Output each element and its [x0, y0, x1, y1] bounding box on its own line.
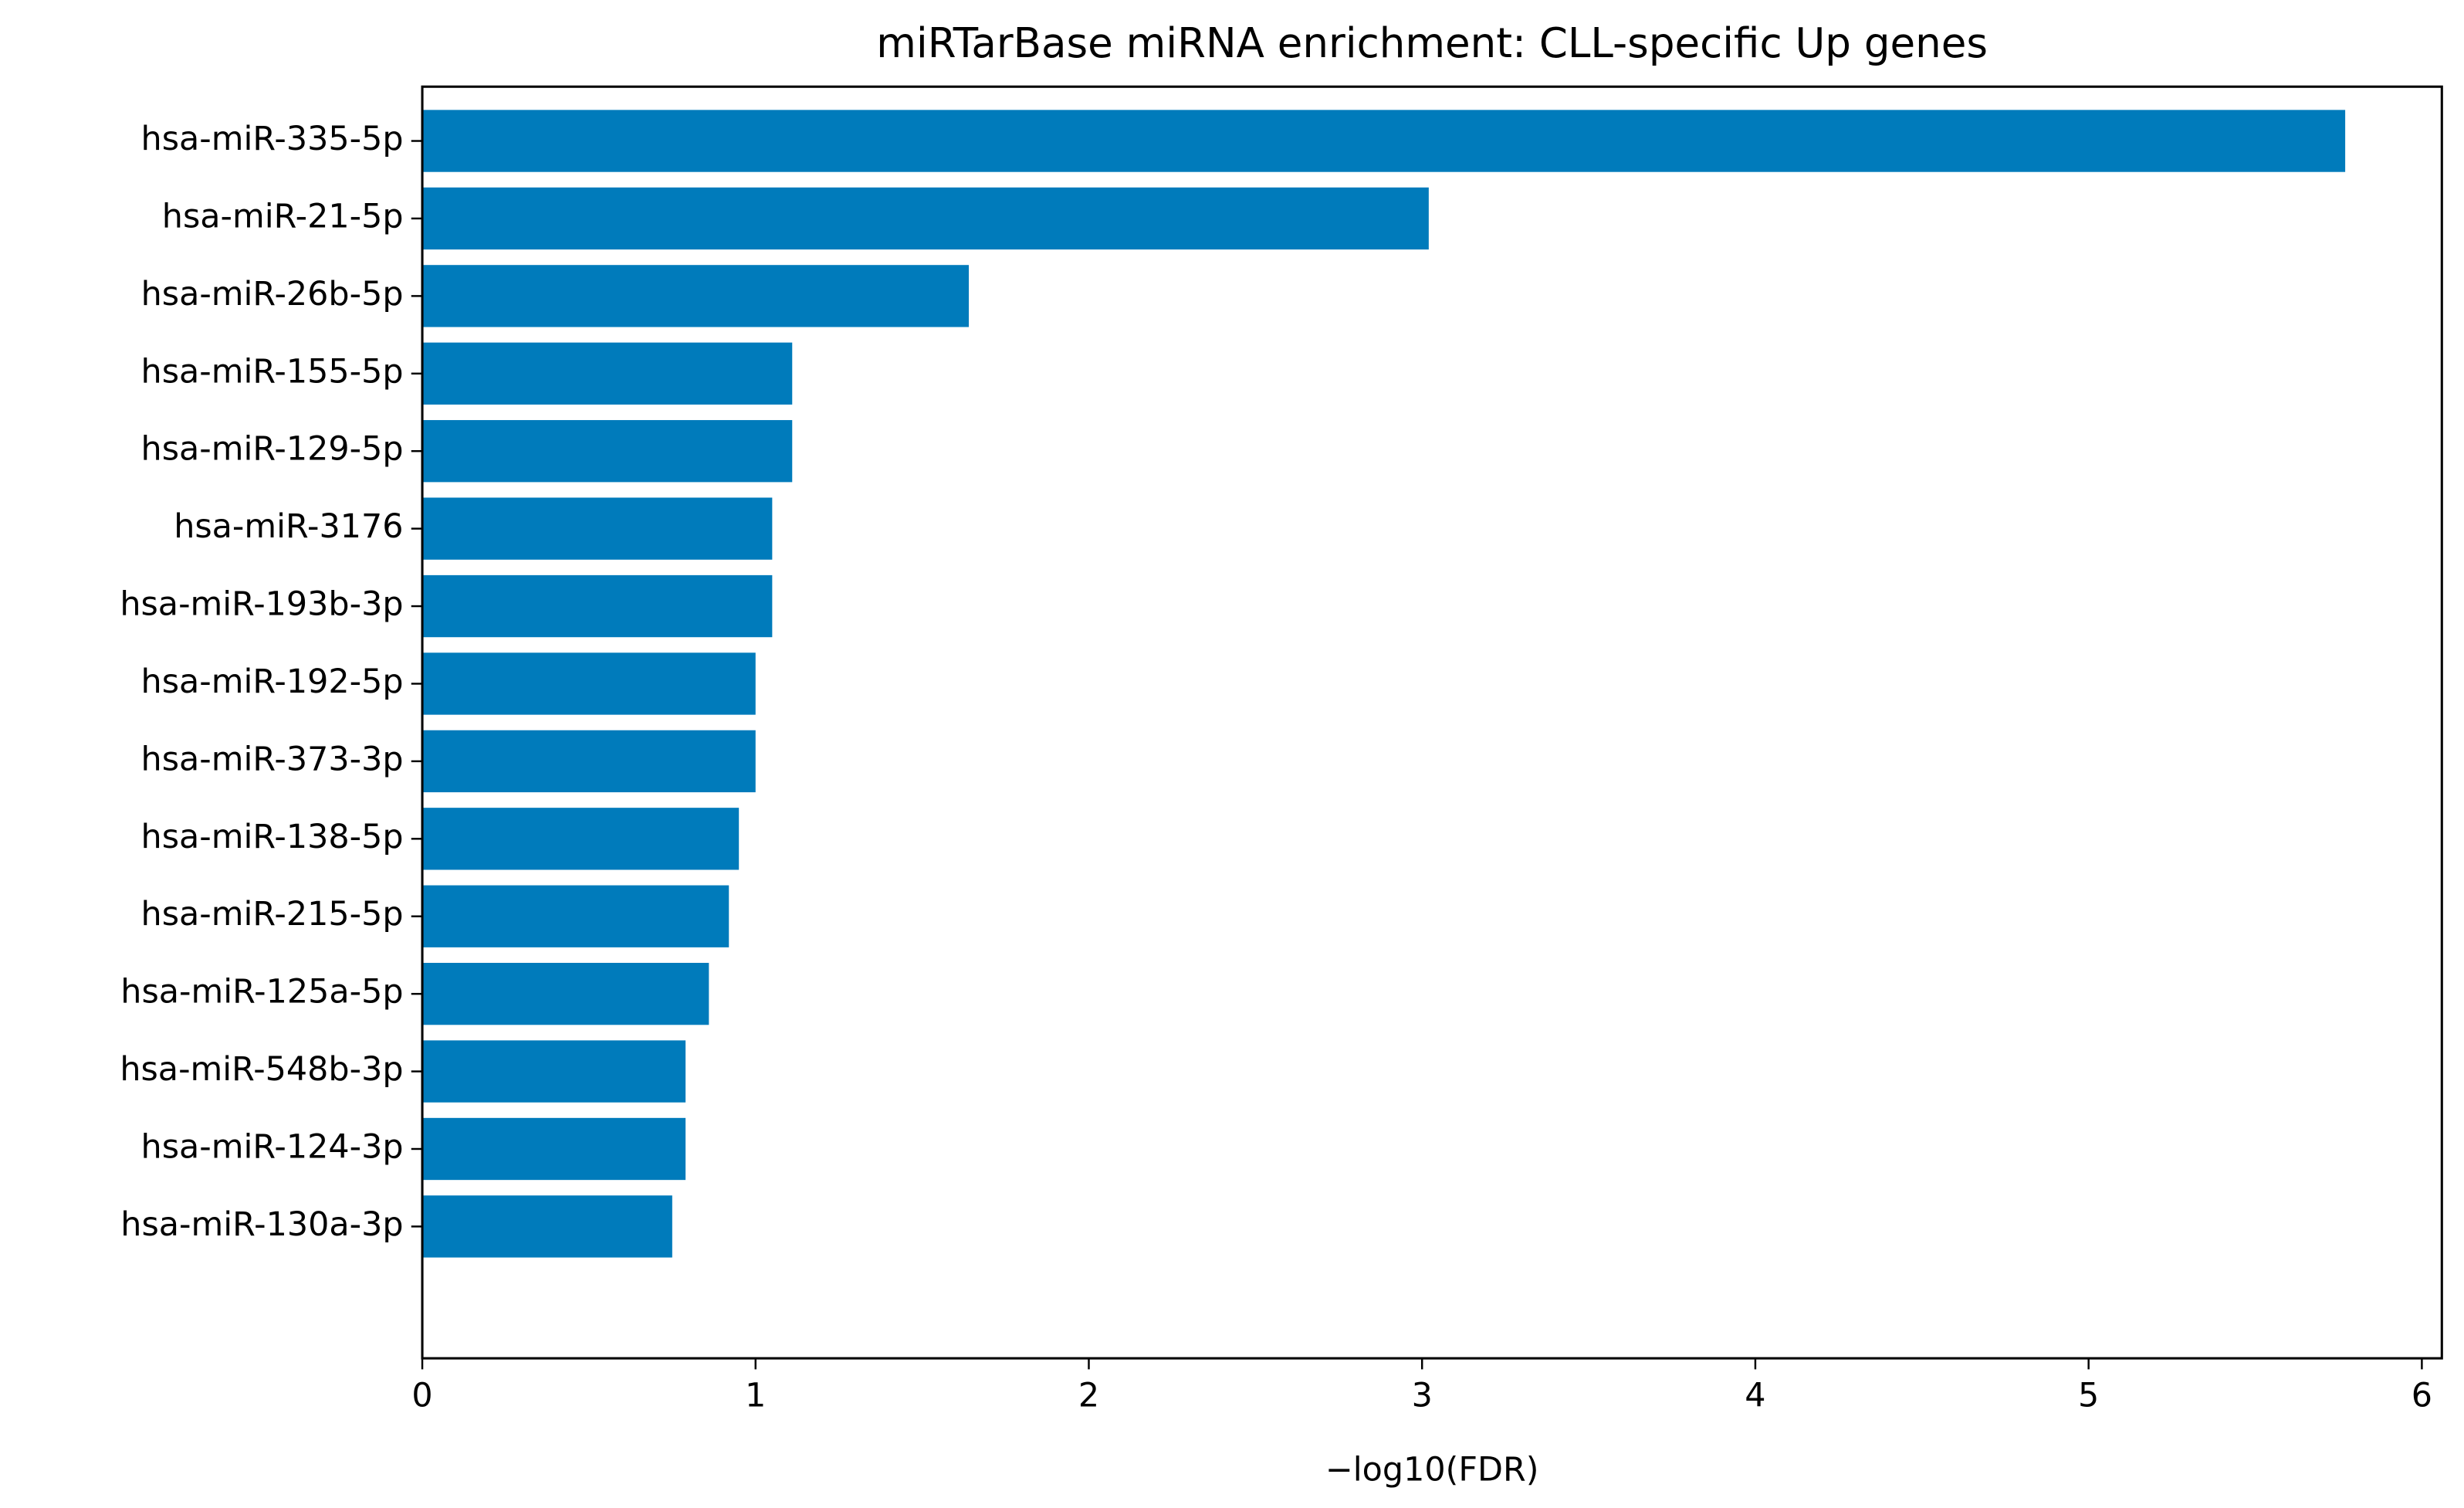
- y-tick-label: hsa-miR-373-3p: [141, 740, 404, 778]
- y-tick-label: hsa-miR-125a-5p: [120, 973, 403, 1012]
- x-tick-label: 2: [1078, 1377, 1099, 1415]
- x-tick-label: 3: [1412, 1377, 1433, 1415]
- bar: [422, 342, 793, 405]
- chart-title: miRTarBase miRNA enrichment: CLL-specifi…: [876, 19, 1988, 67]
- y-tick-label: hsa-miR-193b-3p: [120, 585, 403, 624]
- plot-frame: [421, 85, 2443, 1360]
- bar: [422, 808, 740, 870]
- bar: [422, 1195, 672, 1258]
- y-tick-label: hsa-miR-3176: [174, 507, 403, 546]
- x-tick-label: 1: [745, 1377, 766, 1415]
- bar: [422, 652, 756, 715]
- y-tick-label: hsa-miR-26b-5p: [141, 275, 404, 313]
- bar: [422, 265, 970, 327]
- y-tick-label: hsa-miR-129-5p: [141, 430, 404, 469]
- bar: [422, 962, 709, 1025]
- y-tick-label: hsa-miR-155-5p: [141, 352, 404, 391]
- bar: [422, 187, 1429, 250]
- bar: [422, 730, 756, 793]
- y-tick-label: hsa-miR-21-5p: [162, 197, 404, 236]
- x-tick-label: 0: [411, 1377, 432, 1415]
- bar: [422, 574, 773, 638]
- y-tick-label: hsa-miR-192-5p: [141, 663, 404, 701]
- bar: [422, 497, 773, 560]
- x-axis-label: −log10(FDR): [1325, 1451, 1539, 1489]
- y-tick-label: hsa-miR-335-5p: [141, 120, 404, 158]
- bar: [422, 885, 729, 947]
- y-tick-label: hsa-miR-548b-3p: [120, 1050, 403, 1089]
- x-tick-label: 6: [2412, 1377, 2432, 1415]
- y-tick-label: hsa-miR-215-5p: [141, 895, 404, 934]
- bar: [422, 1117, 686, 1181]
- y-tick-label: hsa-miR-138-5p: [141, 818, 404, 856]
- bar: [422, 420, 793, 483]
- x-tick-label: 4: [1745, 1377, 1765, 1415]
- bar: [422, 110, 2346, 172]
- y-tick-label: hsa-miR-130a-3p: [120, 1205, 403, 1244]
- x-tick-label: 5: [2078, 1377, 2099, 1415]
- bar: [422, 1040, 686, 1103]
- y-tick-label: hsa-miR-124-3p: [141, 1127, 404, 1166]
